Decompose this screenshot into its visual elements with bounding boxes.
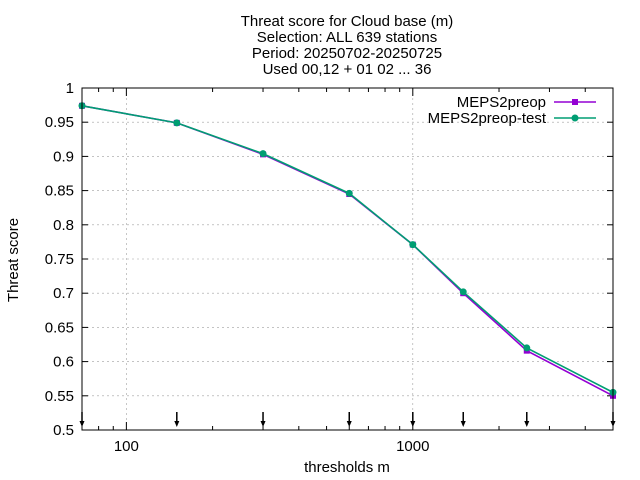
- chart-title: Threat score for Cloud base (m)Selection…: [241, 13, 454, 78]
- series-MEPS2preop: [79, 102, 616, 399]
- threshold-marker-arrow: [524, 421, 530, 427]
- data-point: [345, 189, 353, 197]
- y-tick-label: 0.55: [45, 388, 74, 405]
- y-tick-label: 0.6: [53, 354, 74, 371]
- threshold-marker-arrow: [410, 421, 416, 427]
- x-tick-labels: 100 1000: [114, 438, 430, 455]
- x-axis-label: thresholds m: [304, 459, 390, 476]
- data-point: [259, 150, 267, 158]
- threshold-marker-arrow: [174, 421, 180, 427]
- series-line: [81, 104, 614, 394]
- y-tick-label: 0.5: [53, 422, 74, 439]
- y-tick-label: 0.65: [45, 319, 74, 336]
- x-tick-label: 1000: [396, 438, 429, 455]
- y-tick-labels: 0.5 0.55 0.6 0.65 0.7 0.75 0.8 0.85 0.9 0.95 1: [45, 80, 74, 439]
- y-tick-label: 0.75: [45, 251, 74, 268]
- legend-label: MEPS2preop: [457, 94, 546, 111]
- legend-swatch-marker: [572, 99, 578, 105]
- series-line: [81, 104, 614, 397]
- data-point: [173, 119, 181, 127]
- y-tick-label: 1: [66, 80, 74, 97]
- legend-swatch-marker: [571, 114, 579, 122]
- y-axis-label: Threat score: [5, 218, 22, 302]
- y-tick-label: 0.95: [45, 114, 74, 131]
- title-line-2: Period: 20250702-20250725: [252, 45, 442, 62]
- data-point: [459, 288, 467, 296]
- y-tick-label: 0.7: [53, 285, 74, 302]
- data-point: [409, 241, 417, 249]
- threshold-markers: [79, 412, 616, 427]
- plot-frame: [81, 87, 614, 431]
- y-tick-label: 0.9: [53, 148, 74, 165]
- series-MEPS2preop-test: [78, 102, 617, 396]
- threshold-marker-arrow: [260, 421, 266, 427]
- y-tick-label: 0.85: [45, 183, 74, 200]
- title-line-1: Selection: ALL 639 stations: [257, 29, 437, 46]
- data-point: [523, 344, 531, 352]
- x-tick-label: 100: [114, 438, 139, 455]
- threshold-marker-arrow: [460, 421, 466, 427]
- data-series: [78, 102, 617, 399]
- legend-label: MEPS2preop-test: [428, 110, 547, 127]
- grid-lines: [82, 88, 613, 430]
- threshold-marker-arrow: [346, 421, 352, 427]
- title-line-0: Threat score for Cloud base (m): [241, 13, 454, 30]
- title-line-3: Used 00,12 + 01 02 ... 36: [263, 61, 432, 78]
- y-tick-label: 0.8: [53, 217, 74, 234]
